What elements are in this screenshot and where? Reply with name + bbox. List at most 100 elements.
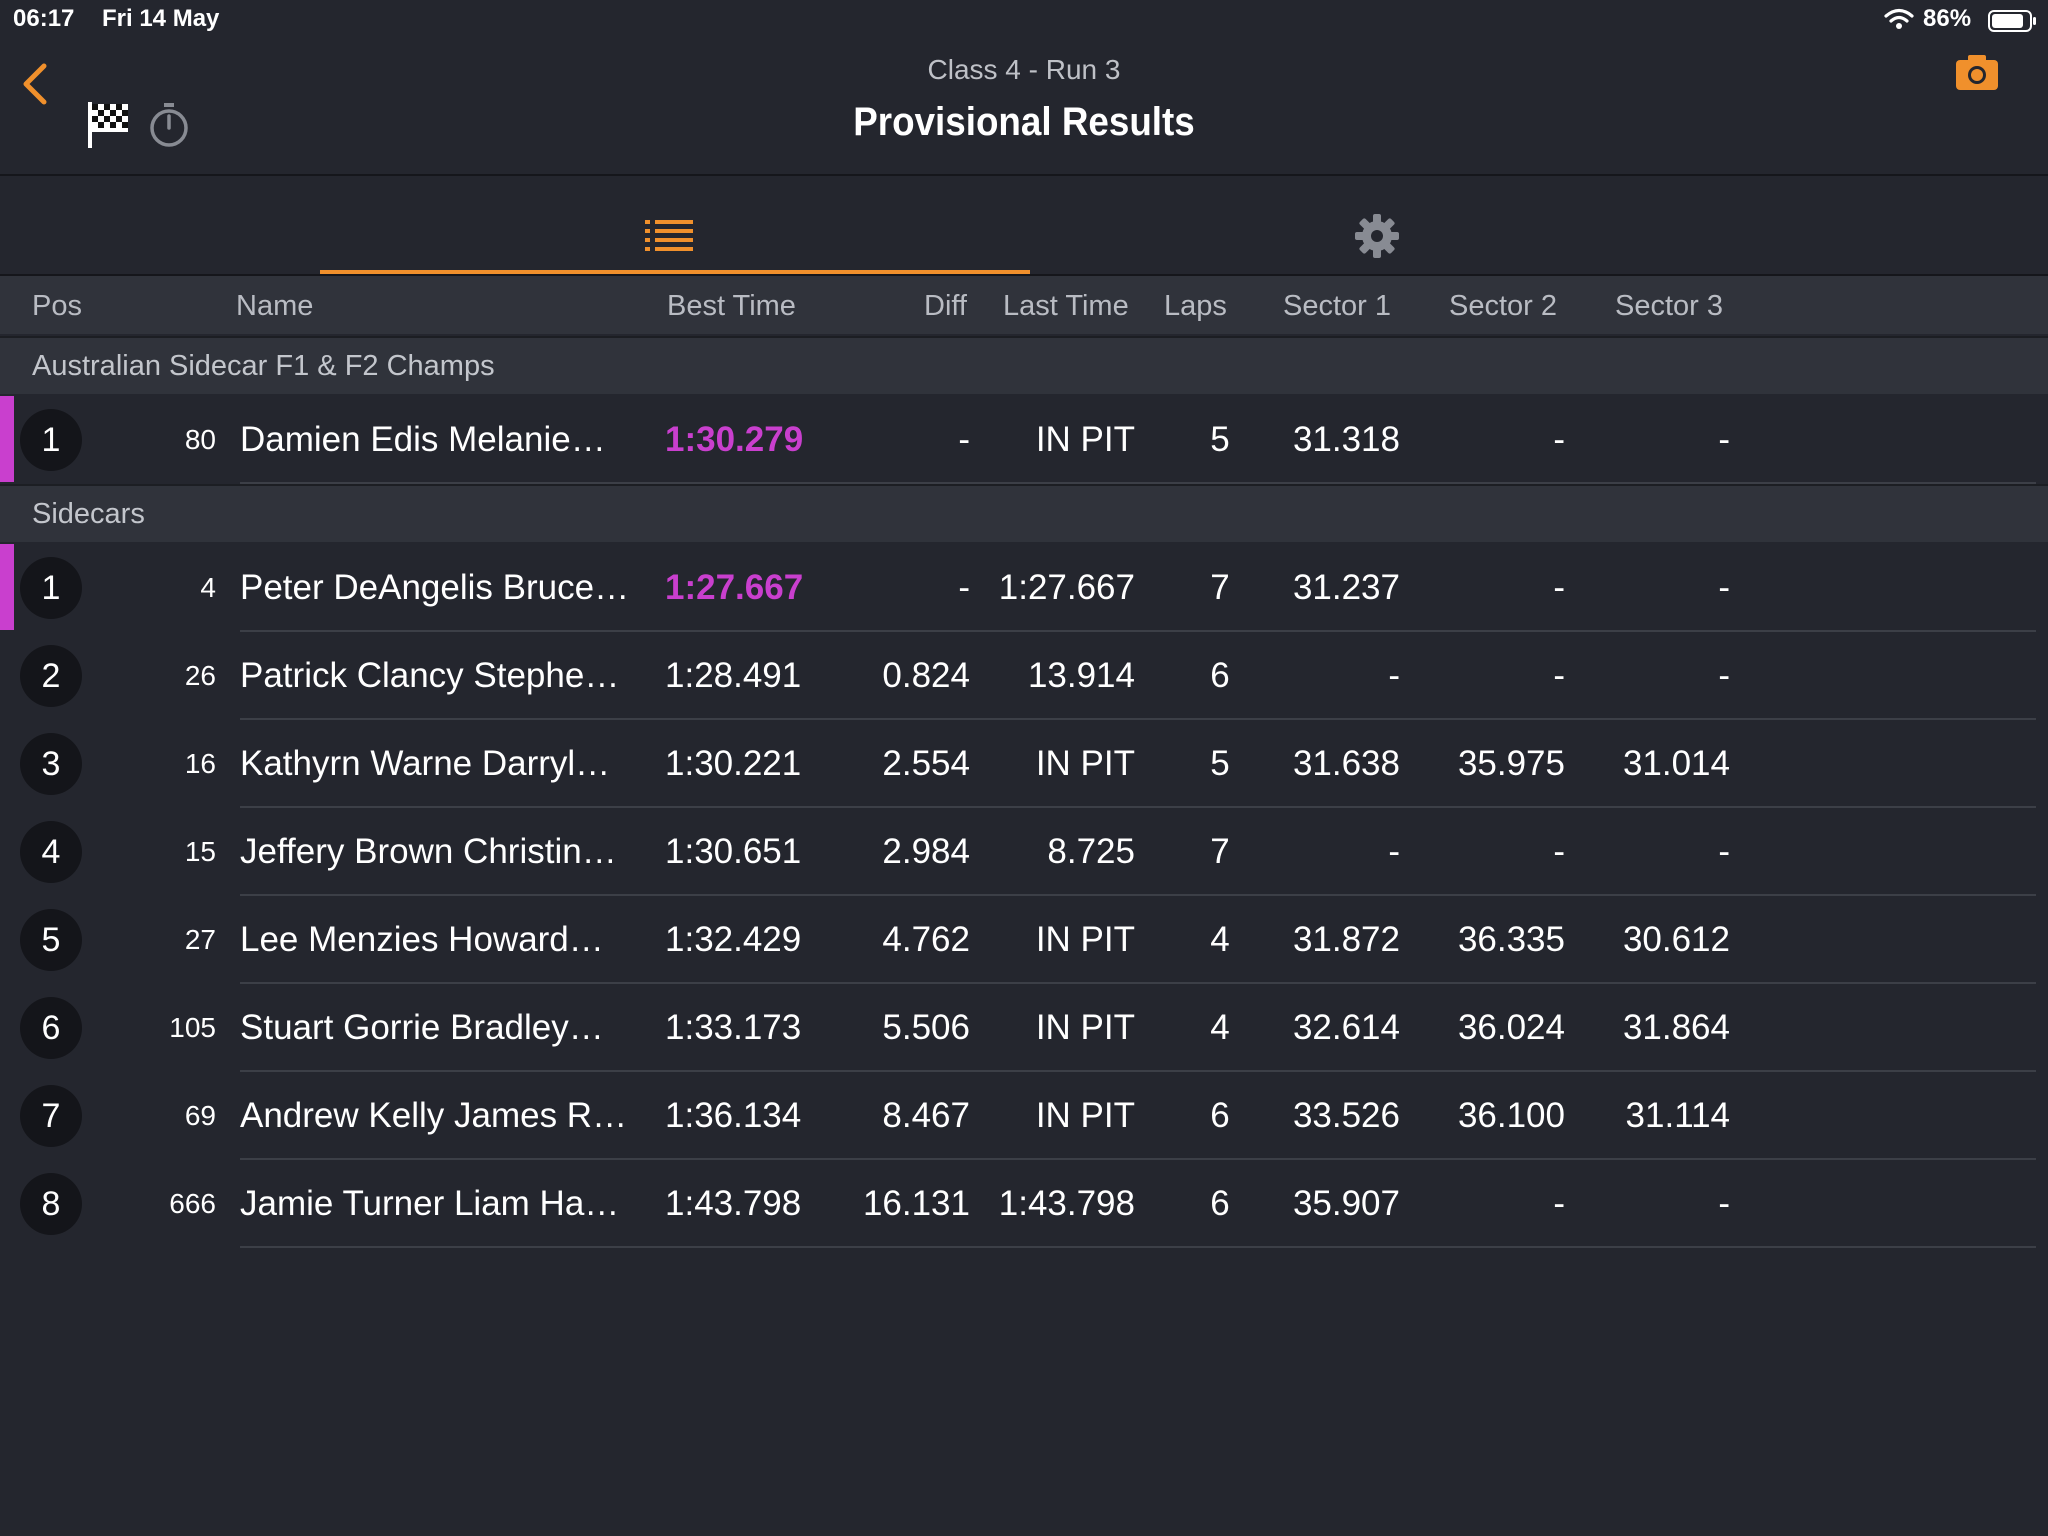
wifi-icon xyxy=(1884,8,1914,35)
battery-icon xyxy=(1988,9,2038,38)
row-divider xyxy=(240,1158,2036,1160)
back-chevron-icon[interactable] xyxy=(18,60,52,113)
driver-name: Stuart Gorrie Bradley… xyxy=(240,1008,604,1047)
position-badge: 7 xyxy=(20,1085,82,1147)
tab-bar xyxy=(0,176,2048,276)
page-title: Provisional Results xyxy=(853,100,1195,144)
result-row[interactable]: 8 666 Jamie Turner Liam Ha… 1:43.798 16.… xyxy=(0,1160,2048,1248)
col-name: Name xyxy=(236,290,314,322)
last-time: IN PIT xyxy=(1035,1008,1135,1047)
position-badge: 8 xyxy=(20,1173,82,1235)
row-divider xyxy=(240,482,2036,484)
sector-2: - xyxy=(1553,420,1565,459)
laps: 7 xyxy=(1210,568,1230,607)
col-best-time: Best Time xyxy=(667,290,796,322)
car-number: 105 xyxy=(169,1012,216,1043)
result-row[interactable]: 2 26 Patrick Clancy Stephe… 1:28.491 0.8… xyxy=(0,632,2048,720)
fastest-lap-marker xyxy=(0,544,14,630)
driver-name: Jeffery Brown Christin… xyxy=(240,832,617,871)
status-bar: 06:17 Fri 14 May 86% xyxy=(0,0,2048,40)
sector-2: - xyxy=(1553,1184,1565,1223)
best-time: 1:43.798 xyxy=(665,1184,802,1223)
sector-2: 36.024 xyxy=(1457,1008,1565,1047)
diff: 2.984 xyxy=(882,832,970,871)
result-row[interactable]: 1 80 Damien Edis Melanie… 1:30.279 - IN … xyxy=(0,396,2048,484)
row-divider xyxy=(240,806,2036,808)
sector-1: 31.237 xyxy=(1292,568,1400,607)
last-time: 8.725 xyxy=(1047,832,1135,871)
sector-2: - xyxy=(1553,832,1565,871)
last-time: IN PIT xyxy=(1035,420,1135,459)
tab-settings[interactable] xyxy=(1030,176,1730,274)
row-divider xyxy=(240,1070,2036,1072)
group-name: Australian Sidecar F1 & F2 Champs xyxy=(32,350,495,382)
sector-2: 36.100 xyxy=(1457,1096,1565,1135)
sector-1: 35.907 xyxy=(1292,1184,1400,1223)
row-divider xyxy=(240,894,2036,896)
best-time: 1:32.429 xyxy=(665,920,802,959)
col-sector-2: Sector 2 xyxy=(1449,290,1557,322)
sector-3: - xyxy=(1718,568,1730,607)
group-name: Sidecars xyxy=(32,498,145,530)
diff: 5.506 xyxy=(882,1008,970,1047)
car-number: 16 xyxy=(184,748,216,779)
sector-1: 31.872 xyxy=(1292,920,1400,959)
result-row[interactable]: 3 16 Kathyrn Warne Darryl… 1:30.221 2.55… xyxy=(0,720,2048,808)
sector-1: 32.614 xyxy=(1292,1008,1400,1047)
car-number: 27 xyxy=(184,924,216,955)
sector-3: 31.864 xyxy=(1622,1008,1730,1047)
sector-3: - xyxy=(1718,832,1730,871)
laps: 6 xyxy=(1210,1096,1230,1135)
best-time: 1:36.134 xyxy=(665,1096,802,1135)
best-time: 1:30.279 xyxy=(665,420,804,459)
sector-3: - xyxy=(1718,656,1730,695)
result-row[interactable]: 6 105 Stuart Gorrie Bradley… 1:33.173 5.… xyxy=(0,984,2048,1072)
col-sector-1: Sector 1 xyxy=(1283,290,1391,322)
car-number: 15 xyxy=(184,836,216,867)
result-row[interactable]: 5 27 Lee Menzies Howard… 1:32.429 4.762 … xyxy=(0,896,2048,984)
position-badge: 6 xyxy=(20,997,82,1059)
sector-1: 31.318 xyxy=(1292,420,1400,459)
result-row[interactable]: 7 69 Andrew Kelly James R… 1:36.134 8.46… xyxy=(0,1072,2048,1160)
laps: 5 xyxy=(1210,744,1230,783)
group-header: Sidecars xyxy=(0,484,2048,542)
car-number: 69 xyxy=(184,1100,216,1131)
driver-name: Andrew Kelly James R… xyxy=(240,1096,628,1135)
status-time: 06:17 xyxy=(13,5,75,32)
car-number: 80 xyxy=(184,424,216,455)
row-divider xyxy=(240,982,2036,984)
tab-results-list[interactable] xyxy=(320,176,1030,274)
col-last-time: Last Time xyxy=(1003,290,1129,322)
driver-name: Patrick Clancy Stephe… xyxy=(240,656,620,695)
laps: 5 xyxy=(1210,420,1230,459)
last-time: 1:27.667 xyxy=(998,568,1135,607)
col-laps: Laps xyxy=(1164,290,1227,322)
sector-2: - xyxy=(1553,656,1565,695)
column-header-row: Pos Name Best Time Diff Last Time Laps S… xyxy=(0,276,2048,334)
camera-icon[interactable] xyxy=(1954,52,2000,97)
diff: 4.762 xyxy=(882,920,970,959)
diff: 16.131 xyxy=(862,1184,970,1223)
position-badge: 1 xyxy=(20,557,82,619)
laps: 6 xyxy=(1210,1184,1230,1223)
sector-3: - xyxy=(1718,1184,1730,1223)
diff: 0.824 xyxy=(882,656,970,695)
status-date: Fri 14 May xyxy=(102,5,220,32)
page-subtitle: Class 4 - Run 3 xyxy=(927,54,1121,85)
sector-2: 36.335 xyxy=(1457,920,1565,959)
sector-1: 33.526 xyxy=(1292,1096,1400,1135)
driver-name: Jamie Turner Liam Ha… xyxy=(240,1184,620,1223)
last-time: IN PIT xyxy=(1035,920,1135,959)
nav-bar: Class 4 - Run 3 Provisional Results xyxy=(0,40,2048,176)
best-time: 1:30.221 xyxy=(665,744,802,783)
result-row[interactable]: 4 15 Jeffery Brown Christin… 1:30.651 2.… xyxy=(0,808,2048,896)
driver-name: Damien Edis Melanie… xyxy=(240,420,606,459)
sector-3: - xyxy=(1718,420,1730,459)
sector-1: - xyxy=(1388,832,1400,871)
sector-2: - xyxy=(1553,568,1565,607)
result-row[interactable]: 1 4 Peter DeAngelis Bruce… 1:27.667 - 1:… xyxy=(0,544,2048,632)
laps: 4 xyxy=(1210,1008,1230,1047)
fastest-lap-marker xyxy=(0,396,14,482)
sector-1: 31.638 xyxy=(1292,744,1400,783)
laps: 6 xyxy=(1210,656,1230,695)
